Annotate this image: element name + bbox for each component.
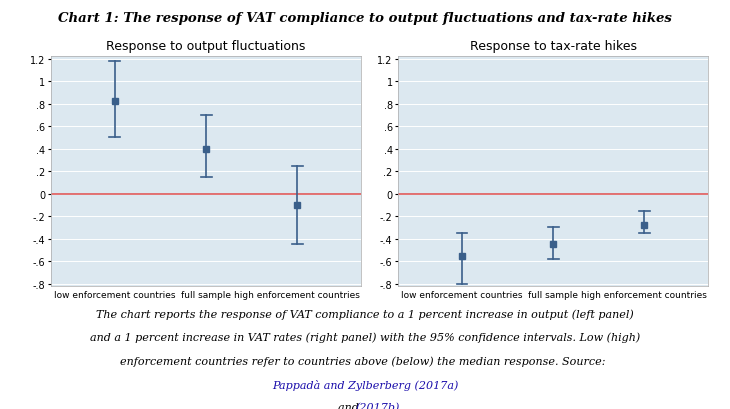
Text: Chart 1: The response of VAT compliance to output fluctuations and tax-rate hike: Chart 1: The response of VAT compliance … (58, 12, 672, 25)
Title: Response to tax-rate hikes: Response to tax-rate hikes (469, 40, 637, 53)
Text: and a 1 percent increase in VAT rates (right panel) with the 95% confidence inte: and a 1 percent increase in VAT rates (r… (90, 332, 640, 343)
Title: Response to output fluctuations: Response to output fluctuations (107, 40, 306, 53)
Text: Pappadà and Zylberberg (2017a): Pappadà and Zylberberg (2017a) (272, 379, 458, 390)
Text: enforcement countries refer to countries above (below) the median response. Sour: enforcement countries refer to countries… (120, 355, 610, 366)
Text: The chart reports the response of VAT compliance to a 1 percent increase in outp: The chart reports the response of VAT co… (96, 309, 634, 319)
Text: and: and (338, 402, 362, 409)
Text: .: . (388, 402, 391, 409)
Text: (2017b): (2017b) (356, 402, 400, 409)
